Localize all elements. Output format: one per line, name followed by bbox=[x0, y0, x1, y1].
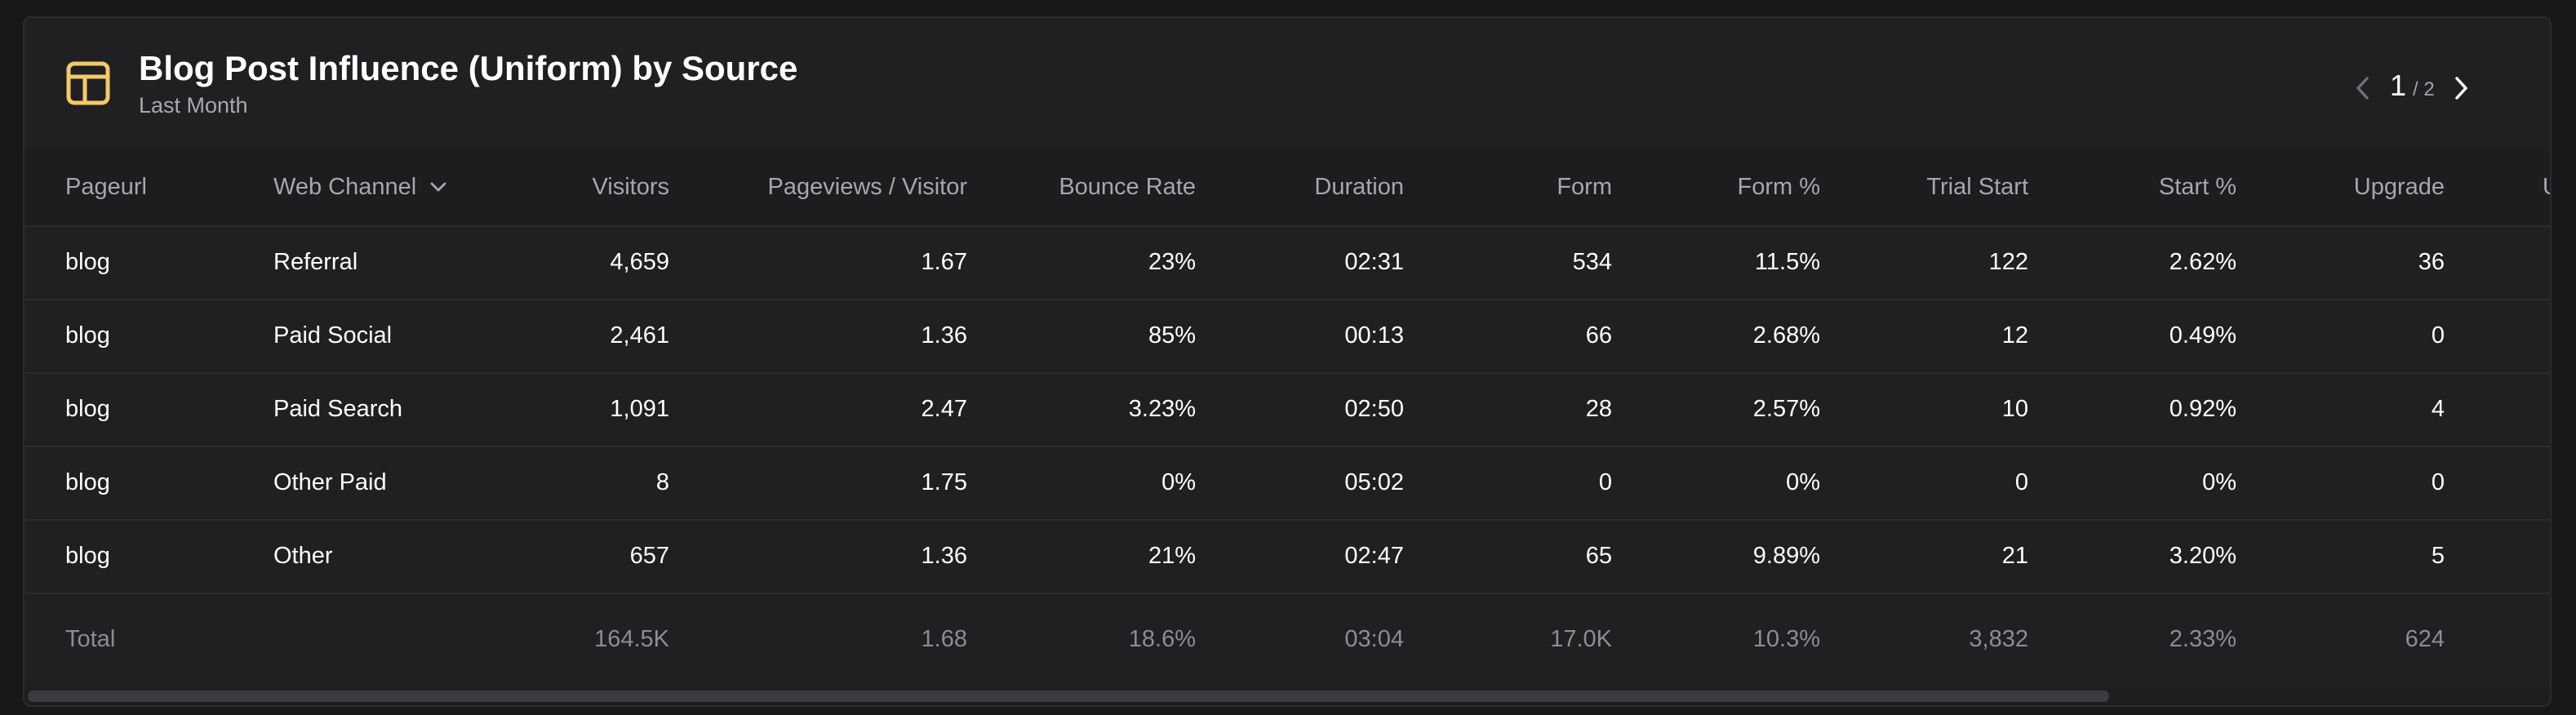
cell-web-channel: Paid Search bbox=[273, 395, 402, 422]
total-upgrade: 624 bbox=[2405, 625, 2445, 652]
cell-bounce-rate: 21% bbox=[1148, 542, 1196, 569]
chevron-down-icon bbox=[430, 182, 446, 192]
cell-duration: 02:31 bbox=[1344, 248, 1404, 275]
page-title: Blog Post Influence (Uniform) by Source bbox=[139, 49, 798, 87]
cell-form-percent: 9.89% bbox=[1752, 542, 1820, 569]
cell-trial-start: 12 bbox=[2001, 322, 2028, 349]
total-form-percent: 10.3% bbox=[1752, 625, 1820, 652]
table-row[interactable]: blog Paid Search 1,091 2.47 3.23% 02:50 … bbox=[24, 372, 2550, 447]
column-header-web-channel[interactable]: Web Channel bbox=[273, 149, 486, 225]
cell-trial-start: 21 bbox=[2001, 542, 2028, 569]
cell-form-percent: 2.68% bbox=[1752, 322, 1820, 349]
column-header-visitors[interactable]: Visitors bbox=[592, 173, 669, 200]
cell-trial-start: 10 bbox=[2001, 395, 2028, 422]
cell-bounce-rate: 3.23% bbox=[1128, 395, 1196, 422]
cell-upgrade: 36 bbox=[2418, 248, 2445, 275]
table-header: Pageurl Web Channel Visitors Pageviews /… bbox=[24, 149, 2550, 227]
cell-upgrade: 5 bbox=[2431, 542, 2445, 569]
cell-web-channel: Referral bbox=[273, 248, 358, 275]
cell-start-percent: 0% bbox=[2202, 469, 2236, 495]
cell-pageurl: blog bbox=[65, 469, 110, 495]
cell-duration: 05:02 bbox=[1344, 469, 1404, 495]
cell-pageviews-per-visitor: 1.67 bbox=[921, 248, 967, 275]
column-header-trial-start[interactable]: Trial Start bbox=[1926, 173, 2028, 200]
cell-bounce-rate: 0% bbox=[1161, 469, 1196, 495]
table-row[interactable]: blog Other 657 1.36 21% 02:47 65 9.89% 2… bbox=[24, 519, 2550, 594]
cell-start-percent: 0.92% bbox=[2169, 395, 2236, 422]
total-pageviews-per-visitor: 1.68 bbox=[921, 625, 967, 652]
total-trial-start: 3,832 bbox=[1969, 625, 2028, 652]
cell-pageurl: blog bbox=[65, 322, 110, 349]
cell-web-channel: Paid Social bbox=[273, 322, 393, 349]
cell-bounce-rate: 85% bbox=[1148, 322, 1196, 349]
cell-duration: 00:13 bbox=[1344, 322, 1404, 349]
report-card: Blog Post Influence (Uniform) by Source … bbox=[23, 16, 2552, 707]
column-header-pageurl[interactable]: Pageurl bbox=[65, 173, 147, 200]
total-label: Total bbox=[65, 625, 116, 652]
cell-form: 66 bbox=[1585, 322, 1612, 349]
table-row[interactable]: blog Referral 4,659 1.67 23% 02:31 534 1… bbox=[24, 225, 2550, 300]
cell-duration: 02:47 bbox=[1344, 542, 1404, 569]
cell-start-percent: 0.49% bbox=[2169, 322, 2236, 349]
cell-visitors: 657 bbox=[629, 542, 669, 569]
cell-pageviews-per-visitor: 1.75 bbox=[921, 469, 967, 495]
cell-form: 0 bbox=[1598, 469, 1612, 495]
cell-duration: 02:50 bbox=[1344, 395, 1404, 422]
cell-visitors: 2,461 bbox=[610, 322, 669, 349]
cell-visitors: 8 bbox=[655, 469, 669, 495]
cell-form-percent: 2.57% bbox=[1752, 395, 1820, 422]
total-bounce-rate: 18.6% bbox=[1128, 625, 1196, 652]
horizontal-scrollbar[interactable] bbox=[24, 687, 2550, 705]
cell-form: 28 bbox=[1585, 395, 1612, 422]
column-header-truncated[interactable]: U bbox=[2543, 149, 2550, 225]
cell-visitors: 4,659 bbox=[610, 248, 669, 275]
column-header-form[interactable]: Form bbox=[1557, 173, 1612, 200]
column-header-bounce-rate[interactable]: Bounce Rate bbox=[1059, 173, 1196, 200]
cell-form: 65 bbox=[1585, 542, 1612, 569]
cell-start-percent: 2.62% bbox=[2169, 248, 2236, 275]
total-pages: / 2 bbox=[2413, 78, 2435, 100]
total-start-percent: 2.33% bbox=[2169, 625, 2236, 652]
total-row: Total 164.5K 1.68 18.6% 03:04 17.0K 10.3… bbox=[24, 594, 2550, 684]
pagination: 1 / 2 bbox=[2334, 67, 2522, 108]
card-header: Blog Post Influence (Uniform) by Source … bbox=[24, 18, 2550, 149]
cell-pageviews-per-visitor: 2.47 bbox=[921, 395, 967, 422]
cell-start-percent: 3.20% bbox=[2169, 542, 2236, 569]
column-header-duration[interactable]: Duration bbox=[1314, 173, 1404, 200]
cell-pageurl: blog bbox=[65, 395, 110, 422]
cell-form-percent: 0% bbox=[1786, 469, 1820, 495]
table-row[interactable]: blog Other Paid 8 1.75 0% 05:02 0 0% 0 0… bbox=[24, 446, 2550, 521]
total-form: 17.0K bbox=[1550, 625, 1612, 652]
cell-upgrade: 4 bbox=[2431, 395, 2445, 422]
chevron-right-icon[interactable] bbox=[2449, 73, 2473, 103]
current-page: 1 bbox=[2390, 69, 2407, 102]
cell-visitors: 1,091 bbox=[610, 395, 669, 422]
cell-pageurl: blog bbox=[65, 542, 110, 569]
cell-form: 534 bbox=[1572, 248, 1612, 275]
total-duration: 03:04 bbox=[1344, 625, 1404, 652]
cell-upgrade: 0 bbox=[2431, 322, 2445, 349]
column-header-label: Web Channel bbox=[273, 173, 417, 200]
cell-pageurl: blog bbox=[65, 248, 110, 275]
column-header-start-percent[interactable]: Start % bbox=[2158, 173, 2236, 200]
chevron-left-icon[interactable] bbox=[2351, 73, 2375, 103]
cell-upgrade: 0 bbox=[2431, 469, 2445, 495]
cell-pageviews-per-visitor: 1.36 bbox=[921, 542, 967, 569]
cell-trial-start: 0 bbox=[2014, 469, 2028, 495]
cell-pageviews-per-visitor: 1.36 bbox=[921, 322, 967, 349]
cell-trial-start: 122 bbox=[1988, 248, 2028, 275]
date-range-label: Last Month bbox=[139, 93, 248, 118]
cell-bounce-rate: 23% bbox=[1148, 248, 1196, 275]
column-header-pageviews-per-visitor[interactable]: Pageviews / Visitor bbox=[767, 173, 967, 200]
table-icon bbox=[66, 61, 110, 105]
cell-web-channel: Other bbox=[273, 542, 333, 569]
column-header-form-percent[interactable]: Form % bbox=[1737, 173, 1821, 200]
cell-form-percent: 11.5% bbox=[1754, 248, 1820, 275]
cell-web-channel: Other Paid bbox=[273, 469, 387, 495]
column-header-upgrade[interactable]: Upgrade bbox=[2353, 173, 2445, 200]
table-row[interactable]: blog Paid Social 2,461 1.36 85% 00:13 66… bbox=[24, 299, 2550, 374]
scrollbar-thumb[interactable] bbox=[28, 691, 2109, 702]
total-visitors: 164.5K bbox=[594, 625, 669, 652]
